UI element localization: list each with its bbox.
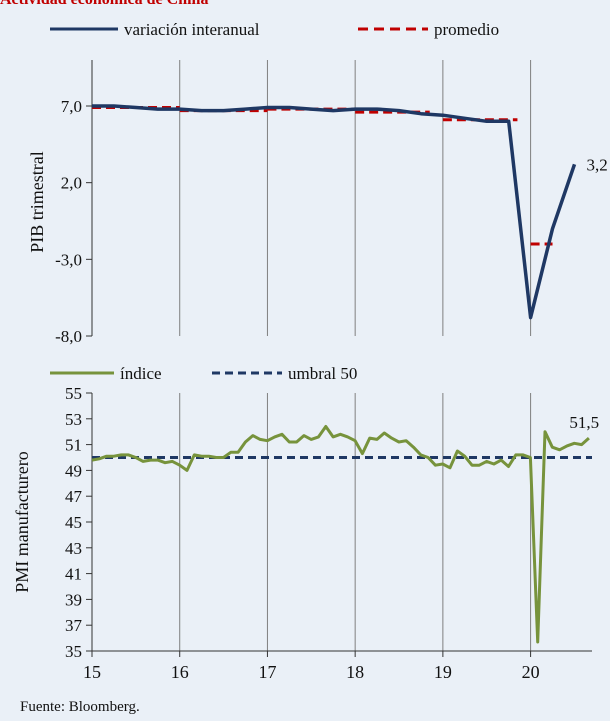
pmi-legend-label-threshold: umbral 50: [288, 364, 357, 383]
pmi-y-ticks: 35 37 39 41 43 45 47 49 51 53 55: [65, 384, 92, 661]
source-note: Fuente: Bloomberg.: [20, 699, 140, 715]
gdp-legend-label-yoy: variación interanual: [124, 20, 260, 39]
pmi-last-value-label: 51,5: [569, 413, 599, 432]
pmi-x-ticks: 15 16 17 18 19 20: [83, 651, 540, 682]
pmi-y-tick-label: 41: [65, 565, 82, 584]
gdp-last-value-label: 3,2: [586, 155, 607, 174]
pmi-y-tick-label: 51: [65, 436, 82, 455]
gdp-legend: variación interanual promedio: [50, 20, 499, 39]
pmi-legend: índice umbral 50: [50, 364, 357, 383]
gdp-y-tick-label: -8,0: [55, 327, 82, 346]
pmi-index-line: [91, 425, 590, 644]
gdp-y-ticks: -8,0 -3,0 2,0 7,0: [55, 97, 92, 346]
gdp-yoy-line: [92, 104, 577, 320]
pmi-legend-label-index: índice: [120, 364, 162, 383]
pmi-x-tick-label: 18: [346, 662, 364, 682]
pmi-y-tick-label: 55: [65, 384, 82, 403]
pmi-y-tick-label: 53: [65, 410, 82, 429]
pmi-y-tick-label: 43: [65, 539, 82, 558]
pmi-series: [91, 425, 592, 644]
pmi-y-tick-label: 37: [65, 616, 83, 635]
pmi-x-tick-label: 20: [522, 662, 540, 682]
gdp-y-tick-label: -3,0: [55, 250, 82, 269]
pmi-x-tick-label: 15: [83, 662, 101, 682]
gdp-gridlines: [179, 60, 532, 336]
pmi-x-tick-label: 19: [434, 662, 452, 682]
gdp-y-tick-label: 2,0: [61, 174, 82, 193]
gdp-legend-label-avg: promedio: [434, 20, 499, 39]
gdp-series: [92, 104, 577, 320]
pmi-y-axis-label: PMI manufacturero: [12, 451, 32, 592]
gdp-y-axis-label: PIB trimestral: [27, 151, 47, 253]
pmi-y-tick-label: 35: [65, 642, 82, 661]
gdp-y-tick-label: 7,0: [61, 97, 82, 116]
pmi-gridlines: [179, 393, 532, 651]
pmi-x-tick-label: 16: [171, 662, 189, 682]
pmi-y-tick-label: 47: [65, 487, 83, 506]
chart-title: Actividad económica de China: [0, 0, 208, 9]
pmi-y-tick-label: 45: [65, 513, 82, 532]
pmi-y-tick-label: 49: [65, 461, 82, 480]
pmi-y-tick-label: 39: [65, 590, 82, 609]
pmi-x-tick-label: 17: [258, 662, 276, 682]
